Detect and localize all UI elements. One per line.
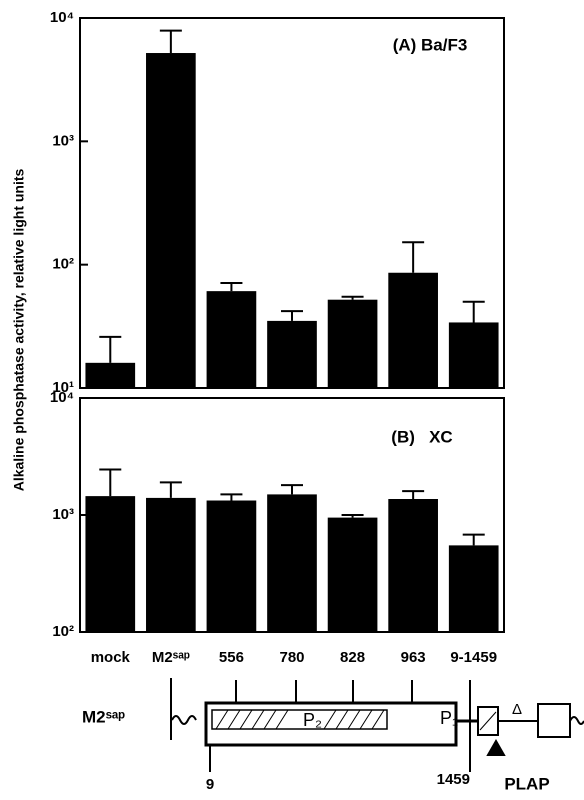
delta-label: Δ [512, 701, 522, 718]
error-bar [462, 300, 485, 323]
bar [206, 291, 257, 388]
y-tick-label: 10⁴ [50, 389, 74, 406]
hatching [215, 709, 385, 730]
error-bar [341, 514, 364, 518]
bar [85, 496, 136, 632]
bar [388, 272, 438, 388]
hatched-region [211, 709, 388, 730]
y-tick-label: 10³ [52, 506, 74, 523]
x-tick-label: 556 [219, 649, 244, 666]
plap-label: PLAP [504, 774, 549, 793]
x-tick-label: 828 [340, 649, 365, 666]
bar [146, 53, 196, 389]
panel-b-title: (B) XC [391, 427, 452, 446]
x-tick-label: 963 [401, 649, 426, 666]
y-tick-label: 10¹ [52, 379, 74, 396]
wavy-line [569, 716, 584, 725]
x-tick-label: 780 [279, 649, 304, 666]
bar [327, 517, 378, 632]
error-bar [159, 29, 182, 54]
end-box [537, 703, 571, 738]
bar [146, 497, 196, 632]
bar [85, 362, 136, 388]
y-axis-label: Alkaline phosphatase activity, relative … [11, 168, 27, 491]
error-bar [159, 481, 182, 498]
error-bar [341, 295, 364, 300]
x-tick-label: M2ˢᵃᵖ [152, 649, 190, 666]
bar [267, 320, 317, 388]
protein-box [204, 701, 458, 747]
y-tick-label: 10³ [52, 132, 74, 149]
error-bar [402, 241, 425, 273]
bar [267, 494, 317, 632]
x-tick-label: mock [91, 649, 131, 666]
error-bar [402, 490, 425, 500]
bar [327, 299, 378, 388]
construct-label: M2ˢᵃᵖ [82, 707, 125, 726]
error-bar [99, 468, 122, 497]
wavy-line [171, 715, 197, 725]
error-bar [281, 484, 303, 495]
end-label: 1459 [437, 771, 470, 788]
error-bar [462, 533, 485, 546]
construct-diagram [170, 678, 584, 772]
bar [448, 545, 499, 632]
panel-a-title: (A) Ba/F3 [393, 35, 468, 54]
error-bar [220, 282, 243, 292]
p1-label: P₁ [440, 708, 458, 728]
p2-label: P₂ [303, 710, 322, 730]
error-bar [281, 310, 303, 321]
hatching [479, 711, 497, 731]
y-tick-label: 10² [52, 256, 74, 273]
bar [388, 499, 438, 632]
bar [206, 500, 257, 632]
error-bar [220, 493, 243, 501]
x-tick-label: 9-1459 [450, 649, 497, 666]
bar [448, 322, 499, 388]
start-label: 9 [206, 776, 214, 793]
y-tick-label: 10⁴ [50, 9, 74, 26]
y-tick-label: 10² [52, 623, 74, 640]
error-bar [99, 335, 122, 363]
plap-arrow [486, 738, 506, 756]
